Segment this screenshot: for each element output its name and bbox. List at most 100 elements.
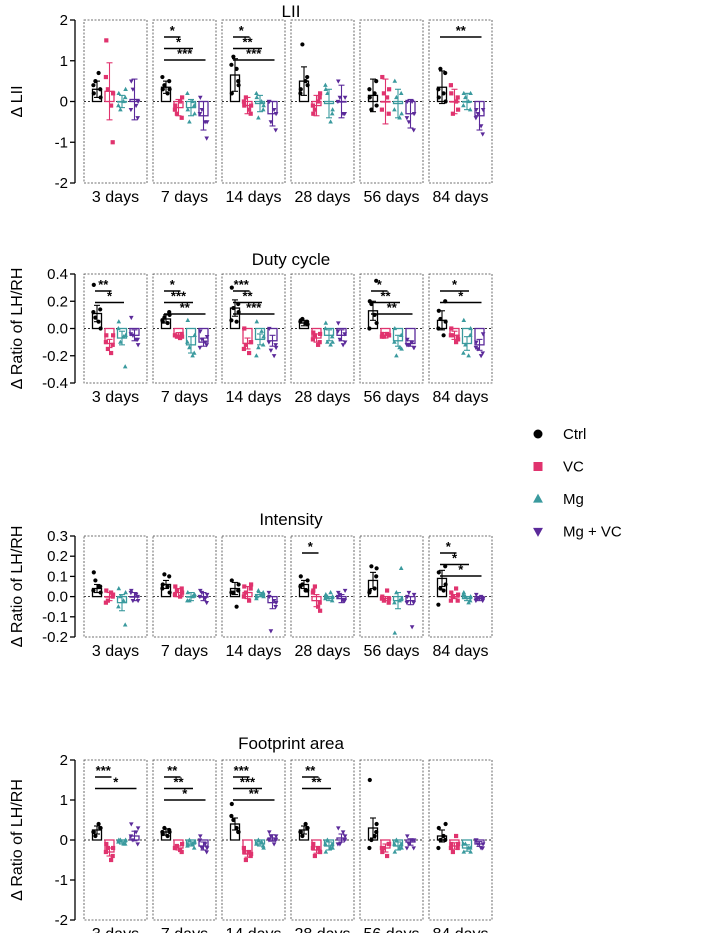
data-point (335, 321, 341, 326)
data-point (133, 103, 139, 109)
significance-bracket: ** (164, 300, 206, 315)
data-point (379, 845, 384, 851)
data-point (480, 596, 486, 602)
data-point (116, 325, 121, 331)
data-point (103, 849, 108, 855)
data-point (454, 833, 459, 839)
data-point (234, 604, 239, 609)
significance-label: * (458, 289, 464, 304)
data-point (335, 826, 341, 831)
data-point (342, 588, 348, 594)
data-point (93, 79, 98, 84)
data-point (438, 837, 443, 843)
data-point (204, 592, 210, 598)
y-tick-label: 1 (60, 792, 68, 809)
legend-marker (533, 429, 543, 439)
data-point (409, 99, 415, 105)
y-tick-label: 0.4 (47, 266, 68, 283)
subplot-frame (428, 273, 493, 384)
data-point (298, 574, 303, 579)
data-point (399, 596, 404, 601)
significance-bracket: *** (164, 46, 206, 61)
significance-bracket: * (440, 551, 469, 566)
data-point (162, 572, 167, 577)
data-point (249, 582, 254, 587)
data-point (456, 107, 461, 112)
data-point (191, 845, 197, 850)
data-point (185, 90, 190, 96)
data-point (204, 600, 210, 606)
data-point (273, 343, 279, 348)
data-point (480, 332, 486, 337)
significance-label: *** (234, 763, 250, 778)
legend-item-mg: Mg (533, 491, 584, 508)
data-point (229, 318, 234, 323)
data-point (121, 598, 126, 603)
data-point (473, 838, 479, 843)
data-point (468, 325, 473, 331)
data-point (450, 849, 455, 855)
data-point (234, 825, 239, 831)
data-point (461, 590, 467, 595)
significance-label: ** (180, 300, 191, 315)
data-point (312, 584, 317, 589)
y-tick-label: 0.2 (47, 548, 68, 565)
significance-label: * (113, 775, 119, 790)
significance-bracket: * (95, 775, 137, 790)
data-point (380, 849, 385, 855)
significance-label: ** (167, 763, 178, 778)
data-point (199, 337, 205, 342)
data-point (116, 90, 122, 96)
data-point (305, 825, 310, 831)
data-point (105, 87, 110, 92)
data-point (254, 319, 260, 324)
significance-label: *** (234, 277, 250, 292)
significance-label: *** (246, 46, 262, 61)
subplot-84-days (428, 19, 493, 184)
data-point (367, 845, 372, 851)
y-tick-label: 0 (60, 94, 68, 111)
significance-bracket: ** (371, 289, 400, 304)
data-point (438, 586, 443, 591)
data-point (197, 834, 203, 839)
data-point (98, 307, 103, 312)
data-point (103, 600, 108, 605)
category-label: 56 days (363, 389, 419, 406)
data-point (325, 90, 330, 96)
data-point (121, 98, 126, 104)
data-point (374, 278, 379, 283)
legend-label: Mg + VC (563, 524, 622, 541)
subplot-frame (152, 19, 217, 184)
data-point (480, 351, 486, 356)
category-label: 28 days (294, 643, 350, 660)
data-point (387, 87, 392, 92)
y-tick-label: 0.0 (47, 321, 68, 338)
data-point (392, 339, 397, 344)
data-point (374, 821, 379, 827)
data-point (312, 853, 317, 859)
data-point (312, 333, 317, 338)
category-label: 3 days (92, 189, 139, 206)
chart-title: Duty cycle (252, 250, 330, 269)
data-point (229, 590, 234, 595)
data-point (91, 829, 96, 835)
data-point (448, 83, 453, 88)
chart-panel-3: Footprint area Δ Ratio of LH/RH -2 -1 0 1 2 3 d… (9, 734, 493, 933)
significance-label: *** (240, 775, 256, 790)
subplot-frame (221, 273, 286, 384)
significance-label: * (446, 539, 452, 554)
data-point (310, 845, 315, 851)
data-point (454, 340, 459, 345)
data-point (318, 849, 323, 855)
significance-bracket: *** (233, 763, 250, 778)
data-point (199, 107, 205, 113)
y-tick-label: -2 (55, 175, 68, 192)
data-point (342, 95, 348, 100)
data-point (256, 837, 261, 842)
data-point (298, 829, 303, 835)
data-point (438, 66, 443, 71)
data-point (202, 842, 208, 847)
data-point (436, 825, 441, 831)
data-point (448, 845, 453, 851)
